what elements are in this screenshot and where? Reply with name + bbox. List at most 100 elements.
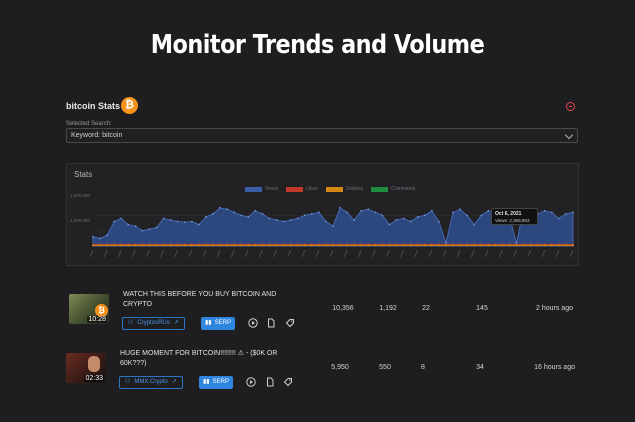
video-thumbnail[interactable]: 02:33 [66,353,106,383]
dislikes-point [219,244,222,247]
dislikes-point [155,244,158,247]
dislikes-point [480,244,483,247]
views-point [360,209,363,212]
dislikes-point [402,244,405,247]
dislikes-point [212,244,214,247]
keyword-select-value: Keyword: bitcoin [71,132,123,139]
dislikes-point [437,244,440,247]
views-point [430,209,433,212]
dislikes-point [190,244,193,247]
views-point [240,214,243,217]
views-point [219,206,221,209]
views-point [480,214,483,217]
video-likes: 1,192 [379,305,397,312]
views-point [374,211,377,214]
x-tick-label [569,249,574,258]
dislikes-point [416,244,419,247]
dislikes-point [282,244,285,247]
views-point [445,242,447,244]
video-thumbnail[interactable]: ₿ 10:28 [69,294,109,324]
document-icon[interactable] [265,377,275,387]
tag-icon[interactable] [283,377,293,387]
x-tick-label [499,249,503,258]
dislikes-point [113,244,116,247]
channel-button[interactable]: ⚇ MMX Crypto ↗ [119,376,183,389]
legend-swatch-comments [371,186,389,192]
channel-button[interactable]: ⚇ CryptosRUs ↗ [122,317,185,330]
dislikes-point [254,244,257,247]
views-point [197,223,200,226]
bar-chart-icon: ▮▮ [205,320,212,326]
x-tick-label [273,249,277,258]
legend-item-likes[interactable]: Likes [286,186,318,192]
legend-item-views[interactable]: Views [245,186,278,192]
x-tick-label [555,249,560,258]
dislikes-point [353,244,356,247]
views-point [572,211,574,214]
chart-legend: Views Likes Dislikes Comments [245,186,415,192]
dislikes-point [515,244,518,247]
page-headline: Monitor Trends and Volume [150,30,485,60]
play-icon[interactable] [248,318,258,328]
dislikes-point [430,244,433,247]
x-tick-label [386,249,390,258]
external-link-icon: ↗ [173,320,179,326]
dislikes-point [204,244,207,247]
x-tick-label [301,249,306,258]
views-point [190,220,193,223]
external-link-icon: ↗ [171,379,177,385]
play-icon[interactable] [246,377,256,387]
views-point [332,225,334,228]
x-tick-label [400,249,404,258]
close-icon[interactable] [566,102,575,111]
views-point [176,220,179,223]
dislikes-point [106,244,109,247]
video-duration: 02:33 [84,375,104,382]
video-duration: 10:28 [87,316,107,323]
legend-item-comments[interactable]: Comments [371,186,415,192]
x-tick-label [371,249,376,258]
dislikes-point [127,244,130,247]
legend-item-dislikes[interactable]: Dislikes [325,186,363,192]
tooltip-date: Oct 6, 2021 [495,211,522,217]
video-row: 02:33 HUGE MOMENT FOR BITCOIN!!!!!!!! ⚠ … [0,347,635,397]
views-point [395,219,398,221]
dislikes-point [466,244,469,247]
views-point [212,212,214,215]
legend-swatch-views [245,186,262,192]
views-point [550,211,553,214]
dislikes-point [261,244,264,247]
views-point [346,211,349,214]
document-icon[interactable] [266,318,276,328]
serp-button[interactable]: ▮▮ SERP [201,317,235,330]
x-tick-label [343,249,348,258]
x-tick-label [315,249,320,258]
x-tick-label [230,249,235,258]
video-title[interactable]: WATCH THIS BEFORE YOU BUY BITCOIN AND CR… [123,291,277,308]
views-point [268,217,271,220]
award-icon: ⚇ [128,320,134,326]
tag-icon[interactable] [285,318,295,328]
x-tick-label [484,249,489,258]
dislikes-point [233,244,236,247]
video-views: 5,950 [331,364,349,371]
views-point [339,206,341,209]
dislikes-point [332,244,334,247]
dislikes-point [381,244,384,247]
dislikes-point [395,244,398,247]
legend-label-comments: Comments [391,186,416,192]
keyword-select[interactable]: Keyword: bitcoin [66,128,578,143]
dislikes-point [543,244,546,247]
video-comments: 34 [476,364,484,371]
dislikes-point [339,244,342,247]
dislikes-point [423,244,426,247]
dislikes-point [564,244,567,247]
serp-button[interactable]: ▮▮ SERP [199,376,233,389]
stats-title: bitcoin Stats [66,101,121,111]
dislikes-point [536,244,539,247]
views-point [565,212,567,215]
video-title[interactable]: HUGE MOMENT FOR BITCOIN!!!!!!!! ⚠ - ($0K… [120,350,278,367]
dislikes-point [303,244,306,247]
dislikes-point [247,244,250,247]
views-point [113,220,116,223]
